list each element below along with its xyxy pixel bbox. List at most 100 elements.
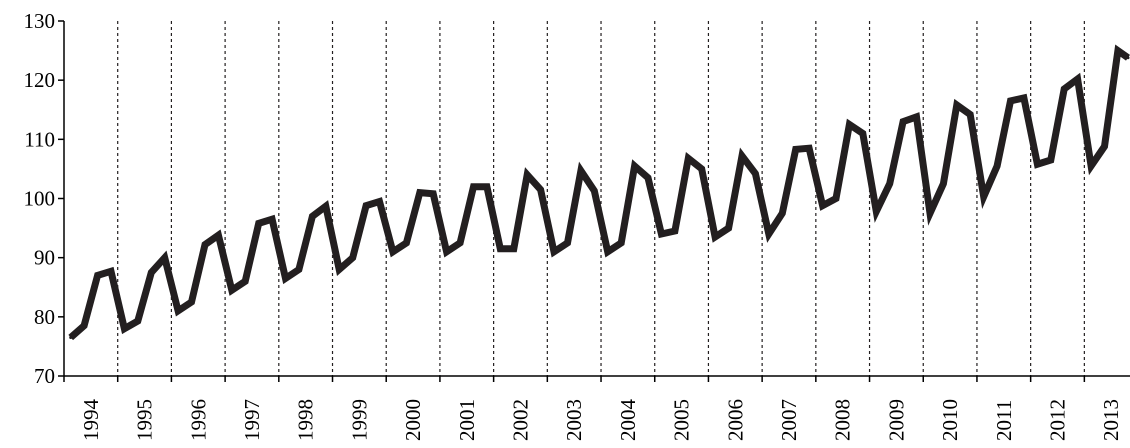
data-point [69,336,73,339]
data-point [378,200,381,203]
data-point [928,211,932,215]
data-point [1116,49,1120,53]
data-point [673,229,677,233]
data-point [780,211,784,215]
data-point [995,164,999,168]
data-point [310,214,314,218]
data-point [109,269,113,273]
x-tick-label: 1997 [240,399,264,441]
data-point [512,247,516,251]
data-point [351,256,355,260]
x-tick-label: 2013 [1099,399,1123,441]
x-tick-label: 1995 [133,399,157,441]
data-point [203,243,207,247]
data-point [284,276,287,280]
data-point [606,250,610,254]
x-axis-ticks: 1994 1995 1996 1997 1998 1999 2000 2001 2002 2003… [63,376,1123,442]
data-point [861,131,865,135]
series-line [68,44,1130,341]
x-tick-label: 2003 [562,399,586,441]
data-point [1076,77,1080,81]
data-point [230,288,234,292]
data-point [566,241,569,245]
data-point [901,120,905,124]
data-points [69,49,1130,339]
x-tick-label: 1999 [347,399,371,441]
data-point [646,176,650,180]
x-tick-label: 2000 [401,399,425,441]
x-tick-label: 2006 [723,399,747,441]
data-point [847,123,851,126]
y-tick-label: 120 [24,68,56,92]
data-point [216,233,220,237]
data-point [888,182,892,186]
data-point [700,167,704,171]
data-point [122,327,126,331]
x-tick-label: 1996 [186,399,210,441]
y-tick-label: 130 [24,9,56,33]
y-tick-label: 100 [24,187,56,211]
data-point [1035,162,1039,166]
data-point [149,271,153,274]
data-point [243,279,247,283]
data-point [445,250,449,254]
data-point [915,115,918,119]
x-tick-label: 2001 [455,399,479,441]
data-point [472,185,475,189]
data-point [458,241,462,245]
data-point [485,185,489,189]
grid-lines [117,21,1085,376]
data-point [794,147,798,151]
data-point [82,324,86,328]
data-point [257,221,261,225]
data-point [136,319,140,323]
data-point [874,210,878,213]
data-point [525,173,529,177]
x-tick-label: 2012 [1046,399,1070,441]
series-layer [68,44,1130,341]
data-point [592,189,596,193]
data-point [1103,144,1106,148]
data-point [1009,99,1012,103]
data-point [821,204,825,208]
data-point [1022,96,1026,100]
data-point [659,232,663,236]
y-tick-label: 90 [34,246,55,270]
x-tick-label: 2011 [992,400,1016,441]
x-tick-label: 2005 [670,399,694,441]
data-point [190,300,193,304]
data-point [96,273,100,277]
data-point [579,169,583,173]
data-point [740,154,744,158]
data-point [431,192,435,196]
data-point [364,204,368,208]
x-tick-label: 2002 [508,399,532,441]
data-point [619,241,623,245]
y-tick-label: 80 [34,305,55,329]
data-point [633,164,637,168]
data-point [1126,56,1130,60]
data-point [686,156,690,160]
data-point [834,197,838,200]
data-point [713,235,717,239]
data-point [391,250,395,254]
data-point [753,172,757,176]
data-point [1049,158,1053,162]
data-point [297,268,301,271]
data-point [767,232,771,236]
data-point [324,204,328,208]
data-point [727,226,731,230]
data-point [1089,164,1093,168]
x-tick-label: 1998 [294,399,318,441]
x-tick-label: 2008 [831,399,855,441]
data-point [176,309,180,313]
data-point [955,103,959,107]
data-point [498,247,502,251]
x-tick-label: 2004 [616,399,640,442]
x-tick-label: 1994 [79,399,103,442]
data-point [337,268,341,271]
y-tick-label: 70 [34,364,55,388]
data-point [418,191,422,195]
data-point [404,241,408,245]
